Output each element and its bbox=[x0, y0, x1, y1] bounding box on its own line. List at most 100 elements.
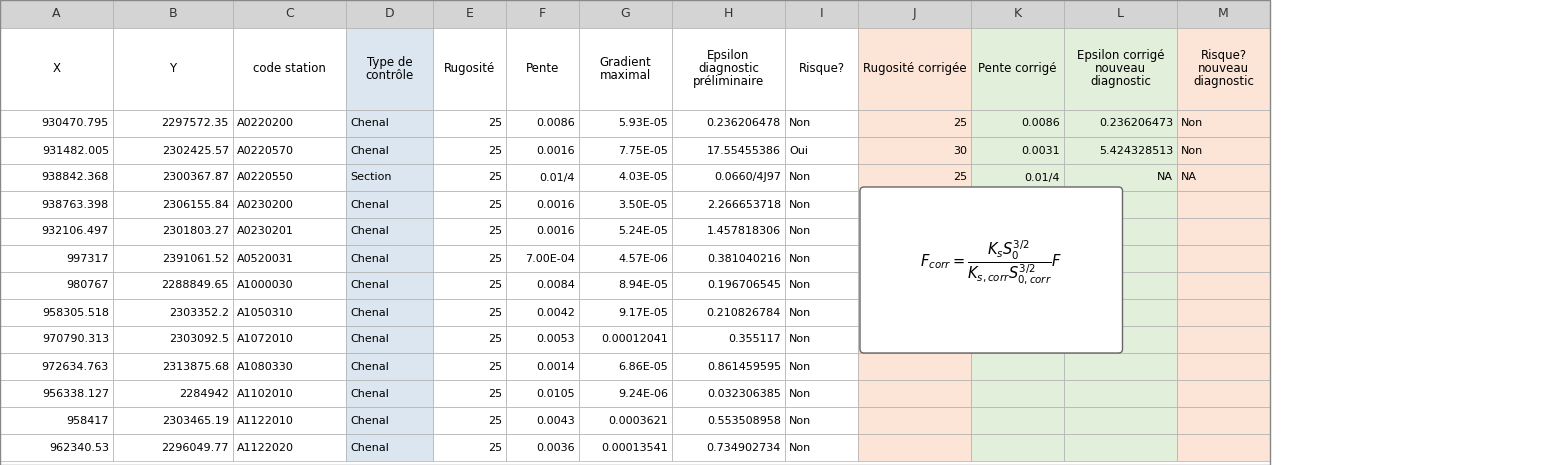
Text: Chenal: Chenal bbox=[350, 334, 389, 345]
Bar bbox=[233, 272, 347, 299]
Bar bbox=[579, 110, 671, 137]
Bar bbox=[432, 245, 506, 272]
Text: 0.734902734: 0.734902734 bbox=[707, 443, 780, 452]
Text: 4.57E-06: 4.57E-06 bbox=[618, 253, 668, 264]
Bar bbox=[432, 28, 506, 110]
Text: D: D bbox=[384, 7, 395, 20]
Bar bbox=[506, 137, 579, 164]
Text: E: E bbox=[465, 7, 473, 20]
Bar bbox=[785, 326, 859, 353]
Bar bbox=[0, 299, 112, 326]
Bar bbox=[859, 407, 971, 434]
Bar bbox=[785, 407, 859, 434]
Bar bbox=[1065, 137, 1177, 164]
Bar bbox=[432, 299, 506, 326]
Text: 2391061.52: 2391061.52 bbox=[162, 253, 229, 264]
Bar bbox=[1065, 245, 1177, 272]
Bar bbox=[347, 164, 432, 191]
Bar bbox=[1177, 137, 1271, 164]
Bar bbox=[432, 164, 506, 191]
Text: 0.210826784: 0.210826784 bbox=[707, 307, 780, 318]
Text: NA: NA bbox=[1157, 173, 1172, 182]
Text: 0.0042: 0.0042 bbox=[535, 307, 574, 318]
Bar bbox=[1065, 28, 1177, 110]
Bar bbox=[506, 407, 579, 434]
Bar bbox=[671, 0, 785, 28]
Bar bbox=[347, 407, 432, 434]
Text: 25: 25 bbox=[489, 416, 503, 425]
Bar bbox=[671, 218, 785, 245]
Text: G: G bbox=[621, 7, 631, 20]
Text: A1050310: A1050310 bbox=[237, 307, 293, 318]
Bar bbox=[432, 272, 506, 299]
Text: 25: 25 bbox=[489, 307, 503, 318]
Text: maximal: maximal bbox=[599, 69, 651, 82]
Bar bbox=[971, 380, 1065, 407]
Text: Rugosité: Rugosité bbox=[443, 62, 495, 75]
Text: 5.24E-05: 5.24E-05 bbox=[618, 226, 668, 237]
Bar bbox=[347, 353, 432, 380]
Text: H: H bbox=[724, 7, 734, 20]
Text: préliminaire: préliminaire bbox=[693, 75, 765, 88]
Text: 0.00012041: 0.00012041 bbox=[601, 334, 668, 345]
Text: Type de: Type de bbox=[367, 56, 412, 69]
Bar bbox=[0, 272, 112, 299]
Bar bbox=[432, 0, 506, 28]
Bar bbox=[112, 0, 233, 28]
Text: 0.0105: 0.0105 bbox=[537, 388, 574, 399]
Bar bbox=[112, 110, 233, 137]
Bar bbox=[112, 434, 233, 461]
Text: 30: 30 bbox=[954, 146, 966, 155]
Text: 0.0003621: 0.0003621 bbox=[609, 416, 668, 425]
Bar bbox=[785, 110, 859, 137]
Bar bbox=[432, 434, 506, 461]
Text: Oui: Oui bbox=[788, 146, 809, 155]
Bar bbox=[1065, 407, 1177, 434]
Text: 0.0014: 0.0014 bbox=[537, 361, 574, 372]
Text: 0.032306385: 0.032306385 bbox=[707, 388, 780, 399]
Text: Non: Non bbox=[788, 173, 812, 182]
Bar bbox=[971, 326, 1065, 353]
Bar bbox=[859, 353, 971, 380]
Bar bbox=[0, 164, 112, 191]
Bar bbox=[785, 218, 859, 245]
Text: Non: Non bbox=[788, 119, 812, 128]
Bar bbox=[671, 434, 785, 461]
Text: J: J bbox=[913, 7, 916, 20]
Bar bbox=[1177, 353, 1271, 380]
Text: diagnostic: diagnostic bbox=[698, 62, 759, 75]
Text: Chenal: Chenal bbox=[350, 388, 389, 399]
Text: Section: Section bbox=[350, 173, 392, 182]
Bar bbox=[785, 299, 859, 326]
Bar bbox=[1177, 191, 1271, 218]
Bar bbox=[112, 245, 233, 272]
Bar bbox=[1065, 218, 1177, 245]
Text: 2296049.77: 2296049.77 bbox=[161, 443, 229, 452]
Text: 7.00E-04: 7.00E-04 bbox=[524, 253, 574, 264]
Bar bbox=[432, 407, 506, 434]
Text: 0.00013541: 0.00013541 bbox=[601, 443, 668, 452]
Bar bbox=[112, 407, 233, 434]
Bar bbox=[1065, 191, 1177, 218]
Bar bbox=[432, 353, 506, 380]
Bar bbox=[579, 353, 671, 380]
Text: 2302425.57: 2302425.57 bbox=[162, 146, 229, 155]
Bar bbox=[859, 272, 971, 299]
Text: A0520031: A0520031 bbox=[237, 253, 293, 264]
Bar bbox=[506, 380, 579, 407]
Text: A1072010: A1072010 bbox=[237, 334, 293, 345]
Bar bbox=[506, 353, 579, 380]
Text: 25: 25 bbox=[489, 280, 503, 291]
Bar bbox=[233, 218, 347, 245]
Bar bbox=[971, 299, 1065, 326]
Bar bbox=[0, 326, 112, 353]
Bar bbox=[347, 326, 432, 353]
Bar bbox=[233, 191, 347, 218]
Text: 2284942: 2284942 bbox=[180, 388, 229, 399]
Bar bbox=[785, 353, 859, 380]
Bar bbox=[506, 0, 579, 28]
Text: M: M bbox=[1218, 7, 1229, 20]
Text: 0.0660/4J97: 0.0660/4J97 bbox=[713, 173, 780, 182]
Text: A1080330: A1080330 bbox=[237, 361, 293, 372]
Text: 5.93E-05: 5.93E-05 bbox=[618, 119, 668, 128]
